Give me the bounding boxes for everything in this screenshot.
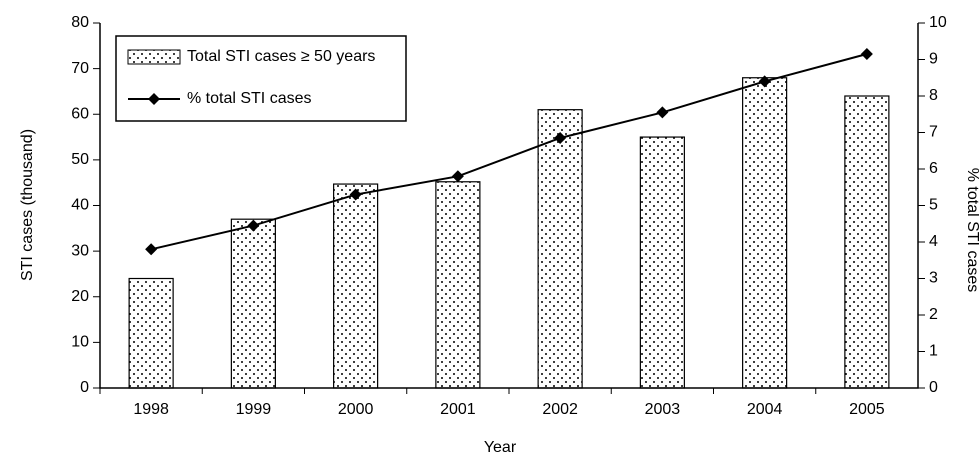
axis-frame xyxy=(99,23,919,389)
y-tick-label: 80 xyxy=(71,14,89,31)
y-tick-label: 70 xyxy=(71,60,89,77)
y-tick-label: 0 xyxy=(80,379,89,396)
x-tick-label: 2002 xyxy=(542,401,578,418)
y2-axis-label: % total STI cases xyxy=(964,168,979,293)
x-tick-label: 1999 xyxy=(236,401,272,418)
y2-tick-label: 5 xyxy=(929,197,938,214)
legend-label: % total STI cases xyxy=(187,90,312,107)
y2-tick-label: 9 xyxy=(929,51,938,68)
line-marker xyxy=(451,170,464,183)
line-marker xyxy=(656,106,669,119)
y-axis-label: STI cases (thousand) xyxy=(19,129,36,281)
y2-tick-label: 2 xyxy=(929,306,938,323)
x-tick-label: 2001 xyxy=(440,401,476,418)
y-tick-label: 10 xyxy=(71,334,89,351)
x-tick-label: 2003 xyxy=(645,401,681,418)
bar xyxy=(230,218,276,389)
y2-tick-label: 4 xyxy=(929,233,938,250)
line-marker xyxy=(247,219,260,232)
y2-tick-label: 0 xyxy=(929,379,938,396)
y-tick-label: 40 xyxy=(71,197,89,214)
y2-tick-label: 6 xyxy=(929,160,938,177)
line-marker xyxy=(860,48,873,61)
y2-tick-label: 10 xyxy=(929,14,947,31)
line xyxy=(150,53,868,251)
x-tick-label: 2005 xyxy=(849,401,885,418)
y2-tick-label: 7 xyxy=(929,124,938,141)
y-tick-label: 60 xyxy=(71,105,89,122)
x-tick-label: 2004 xyxy=(747,401,783,418)
bar xyxy=(742,77,788,389)
y-tick-label: 30 xyxy=(71,242,89,259)
legend-marker xyxy=(148,93,160,105)
bar xyxy=(128,277,174,389)
bar xyxy=(537,109,583,389)
legend-label: Total STI cases ≥ 50 years xyxy=(187,48,375,65)
x-axis-label: Year xyxy=(484,439,517,456)
y-tick-label: 20 xyxy=(71,288,89,305)
line-marker xyxy=(758,75,771,88)
y-tick-label: 50 xyxy=(71,151,89,168)
x-tick-label: 2000 xyxy=(338,401,374,418)
bar xyxy=(639,136,685,389)
line-marker xyxy=(145,243,158,256)
bar xyxy=(333,183,379,389)
y2-tick-label: 1 xyxy=(929,343,938,360)
line-marker xyxy=(349,188,362,201)
x-tick-label: 1998 xyxy=(133,401,169,418)
bar xyxy=(844,95,890,389)
y2-tick-label: 8 xyxy=(929,87,938,104)
bar xyxy=(435,181,481,389)
legend-swatch xyxy=(127,49,181,65)
y2-tick-label: 3 xyxy=(929,270,938,287)
line-marker xyxy=(554,131,567,144)
